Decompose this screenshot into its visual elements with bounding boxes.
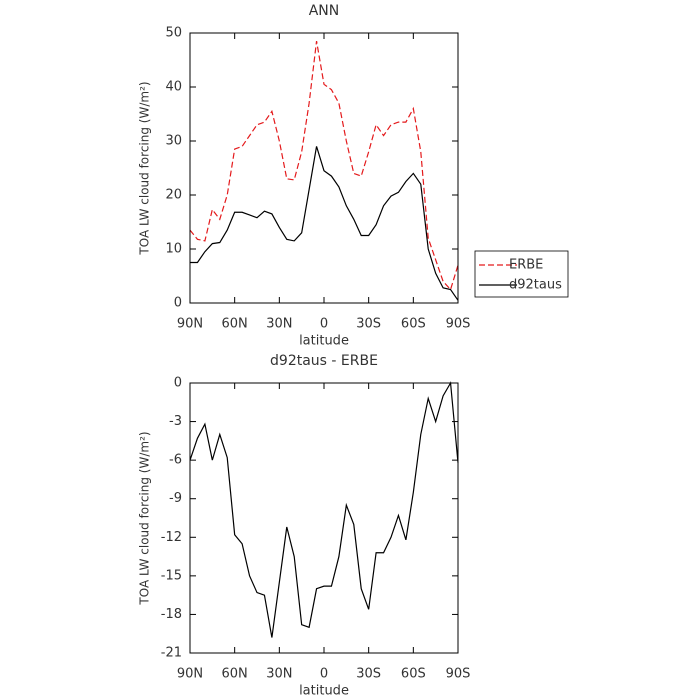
x-tick-label: 30S — [356, 667, 381, 682]
chart-title: d92taus - ERBE — [270, 353, 378, 369]
y-tick-label: -3 — [169, 414, 182, 429]
legend-box — [474, 250, 569, 298]
y-tick-label: -21 — [161, 646, 182, 661]
legend-label: ERBE — [509, 258, 543, 273]
data-line — [190, 146, 459, 301]
y-tick-label: 10 — [165, 242, 182, 257]
x-tick-label: 0 — [320, 667, 328, 682]
x-tick-label: 90N — [177, 317, 203, 332]
y-tick-label: 20 — [165, 188, 182, 203]
y-tick-label: 0 — [174, 376, 182, 391]
y-tick-label: 40 — [165, 80, 182, 95]
x-tick-label: 0 — [320, 317, 328, 332]
x-axis-label: latitude — [299, 684, 349, 699]
x-tick-label: 60S — [401, 317, 426, 332]
y-tick-label: -15 — [161, 568, 182, 583]
x-axis-label: latitude — [299, 334, 349, 349]
y-axis-label: TOA LW cloud forcing (W/m²) — [138, 431, 152, 605]
y-tick-label: -12 — [161, 530, 182, 545]
x-tick-label: 90S — [446, 667, 471, 682]
x-tick-label: 90N — [177, 667, 203, 682]
chart-title: ANN — [309, 3, 340, 19]
x-tick-label: 30S — [356, 317, 381, 332]
data-line — [189, 40, 459, 291]
y-axis-label: TOA LW cloud forcing (W/m²) — [138, 81, 152, 255]
y-tick-label: 50 — [165, 26, 182, 41]
y-tick-label: -9 — [169, 491, 182, 506]
x-tick-label: 60N — [222, 667, 248, 682]
x-tick-label: 30N — [266, 667, 292, 682]
x-tick-label: 60N — [222, 317, 248, 332]
data-line — [189, 381, 459, 638]
y-tick-label: 30 — [165, 134, 182, 149]
plot-frame — [189, 32, 459, 304]
x-tick-label: 30N — [266, 317, 292, 332]
plot-frame — [189, 382, 459, 654]
y-tick-label: -18 — [161, 607, 182, 622]
y-tick-label: 0 — [174, 296, 182, 311]
x-tick-label: 90S — [446, 317, 471, 332]
y-tick-label: -6 — [169, 453, 182, 468]
legend-label: d92taus — [509, 278, 562, 293]
x-tick-label: 60S — [401, 667, 426, 682]
